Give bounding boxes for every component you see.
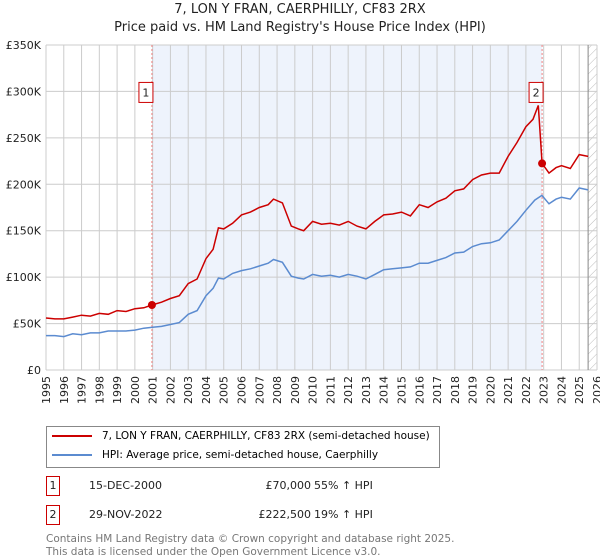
y-tick-label: £200K [6, 178, 42, 191]
x-tick-label: 2003 [182, 376, 195, 404]
legend-item-price: 7, LON Y FRAN, CAERPHILLY, CF83 2RX (sem… [52, 430, 430, 442]
sale-label-box [138, 81, 154, 103]
x-tick-label: 2000 [129, 376, 142, 404]
legend-item-hpi: HPI: Average price, semi-detached house,… [52, 449, 378, 461]
chart-title: 7, LON Y FRAN, CAERPHILLY, CF83 2RX [174, 2, 426, 17]
series-line [46, 187, 589, 338]
sale-date: 29-NOV-2022 [89, 508, 163, 521]
sale-point [538, 159, 547, 168]
x-tick-label: 2014 [378, 376, 391, 404]
x-tick-label: 2024 [555, 376, 568, 404]
footer-line-1: Contains HM Land Registry data © Crown c… [46, 533, 455, 545]
sale-hpi: 19% ↑ HPI [314, 508, 373, 521]
sale-price: £70,000 [265, 479, 312, 492]
legend-swatch-red [52, 435, 92, 437]
footer-line-2: This data is licensed under the Open Gov… [46, 546, 381, 558]
y-tick-label: £0 [27, 364, 41, 377]
footer: Contains HM Land Registry data © Crown c… [46, 533, 454, 559]
sale-label: 1 [142, 86, 149, 99]
legend-label: HPI: Average price, semi-detached house,… [102, 449, 379, 461]
sale-hpi: 55% ↑ HPI [314, 479, 373, 492]
x-tick-label: 2022 [520, 376, 533, 404]
x-tick-label: 1998 [93, 376, 106, 404]
x-tick-label: 2011 [324, 376, 337, 404]
x-tick-label: 1997 [76, 376, 89, 404]
x-tick-label: 1995 [40, 376, 53, 404]
legend: 7, LON Y FRAN, CAERPHILLY, CF83 2RX (sem… [46, 426, 440, 468]
sale-point [147, 301, 156, 309]
x-tick-label: 2017 [431, 376, 444, 404]
x-tick-label: 1996 [58, 376, 71, 404]
x-tick-label: 2021 [502, 376, 515, 404]
x-tick-label: 2006 [236, 376, 249, 404]
x-tick-label: 2018 [449, 376, 462, 404]
x-tick-label: 2007 [253, 376, 266, 404]
x-tick-label: 2013 [360, 376, 373, 404]
x-tick-label: 2004 [200, 376, 213, 404]
legend-label: 7, LON Y FRAN, CAERPHILLY, CF83 2RX (sem… [102, 430, 430, 442]
x-tick-label: 2020 [484, 376, 497, 404]
y-tick-label: £100K [6, 271, 42, 284]
x-tick-label: 2025 [573, 376, 586, 404]
sale-price: £222,500 [258, 508, 312, 521]
series-line [45, 105, 589, 320]
sale-label-box [528, 81, 544, 103]
y-tick-label: £300K [6, 85, 42, 98]
x-tick-label: 2019 [467, 376, 480, 404]
chart-subtitle: Price paid vs. HM Land Registry's House … [114, 20, 486, 35]
x-tick-label: 2012 [342, 376, 355, 404]
sale-label: 2 [533, 86, 540, 99]
x-tick-label: 2005 [218, 376, 231, 404]
sale-badge: 2 [46, 505, 60, 525]
sale-badge: 1 [46, 476, 60, 496]
y-tick-label: £50K [13, 318, 42, 331]
x-tick-label: 2002 [164, 376, 177, 404]
x-tick-label: 2009 [289, 376, 302, 404]
x-tick-label: 2023 [538, 376, 551, 404]
x-tick-label: 2008 [271, 376, 284, 404]
x-tick-label: 2015 [395, 376, 408, 404]
x-tick-label: 2016 [413, 376, 426, 404]
shaded-ownership-period [151, 45, 543, 370]
y-tick-label: £250K [6, 132, 42, 145]
plot-area: 1995 1996 1997 1998 1999 2000 2001 2002 2003 2004… [6, 39, 600, 404]
x-tick-label: 2026 [591, 376, 600, 404]
y-tick-label: £350K [6, 39, 42, 52]
x-tick-label: 2010 [307, 376, 320, 404]
legend-swatch-blue [52, 454, 92, 456]
x-tick-label: 2001 [147, 376, 160, 404]
x-tick-label: 1999 [111, 376, 124, 404]
sale-date: 15-DEC-2000 [89, 479, 163, 492]
future-hatched-region [588, 45, 597, 370]
y-tick-label: £150K [6, 225, 42, 238]
